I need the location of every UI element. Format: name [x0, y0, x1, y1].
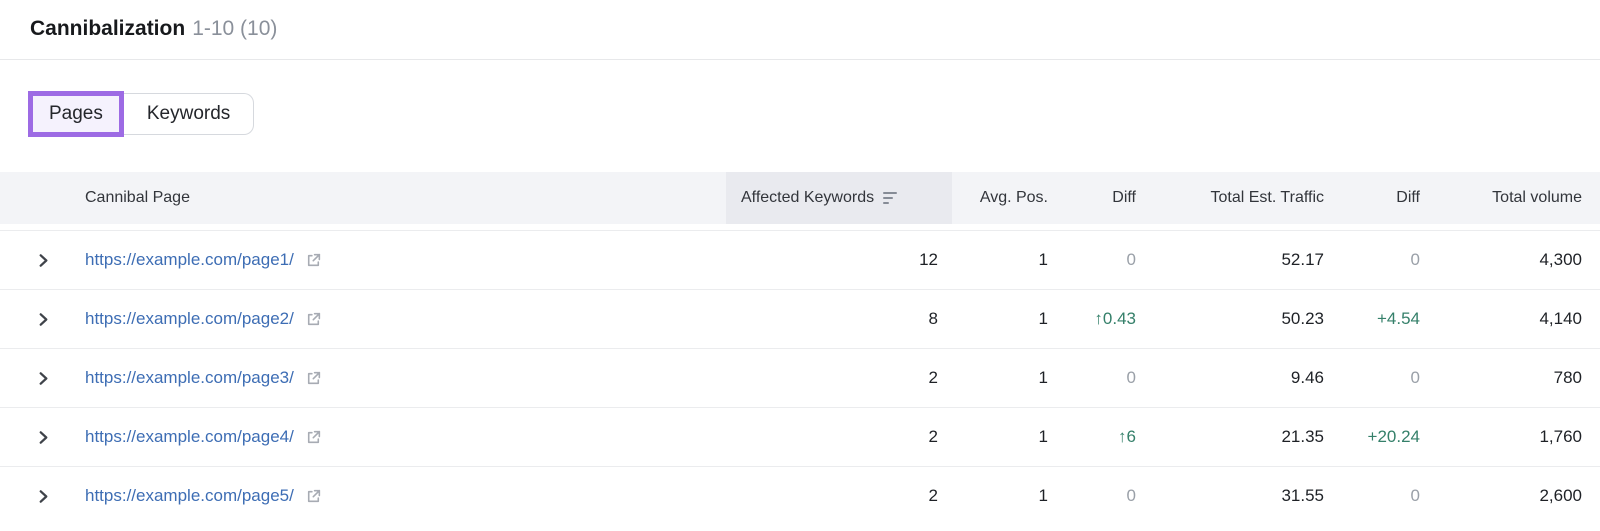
tab-keywords[interactable]: Keywords: [123, 93, 255, 135]
volume-value: 1,760: [1539, 427, 1582, 446]
avg-pos-value: 1: [1038, 368, 1048, 387]
cannibal-page-link[interactable]: https://example.com/page3/: [85, 368, 294, 387]
avg-pos-value: 1: [1038, 250, 1048, 269]
traffic-diff-value: 0: [1410, 250, 1420, 269]
traffic-diff-value: +20.24: [1367, 427, 1420, 446]
table-row: https://example.com/page4/ 2 1 ↑6 21.35 …: [0, 407, 1600, 466]
chevron-right-icon: [39, 253, 48, 267]
traffic-value: 21.35: [1281, 427, 1324, 446]
view-toggle: Pages Keywords: [28, 91, 1600, 137]
col-header-affected-keywords[interactable]: Affected Keywords: [726, 172, 952, 224]
col-header-pos-diff[interactable]: Diff: [1112, 189, 1136, 206]
affected-keywords-value: 2: [928, 486, 938, 505]
chevron-right-icon: [39, 312, 48, 326]
page-title-text: Cannibalization: [30, 17, 186, 40]
results-range: 1-10 (10): [192, 17, 278, 40]
external-link-icon[interactable]: [305, 488, 322, 505]
pos-diff-value: 0: [1126, 368, 1136, 387]
avg-pos-value: 1: [1038, 486, 1048, 505]
chevron-right-icon: [39, 430, 48, 444]
tab-pages[interactable]: Pages: [33, 96, 119, 132]
affected-keywords-value: 2: [928, 427, 938, 446]
pos-diff-value: ↑6: [1118, 427, 1136, 446]
traffic-diff-value: 0: [1410, 368, 1420, 387]
traffic-value: 50.23: [1281, 309, 1324, 328]
col-header-avg-pos[interactable]: Avg. Pos.: [979, 189, 1048, 206]
external-link-icon[interactable]: [305, 252, 322, 269]
volume-value: 2,600: [1539, 486, 1582, 505]
expand-row-button[interactable]: [36, 371, 51, 386]
volume-value: 4,140: [1539, 309, 1582, 328]
pages-tab-highlight-annotation: Pages: [28, 91, 124, 137]
expand-row-button[interactable]: [36, 430, 51, 445]
cannibal-page-link[interactable]: https://example.com/page1/: [85, 250, 294, 269]
pos-diff-value: ↑0.43: [1094, 309, 1136, 328]
volume-value: 780: [1553, 368, 1582, 387]
volume-value: 4,300: [1539, 250, 1582, 269]
pos-diff-value: 0: [1126, 486, 1136, 505]
cannibal-page-link[interactable]: https://example.com/page2/: [85, 309, 294, 328]
table-row: https://example.com/page1/ 12 1 0 52.17 …: [0, 230, 1600, 289]
table-row: https://example.com/page5/ 2 1 0 31.55 0…: [0, 466, 1600, 525]
page-title: Cannibalization 1-10 (10): [30, 16, 1600, 42]
traffic-diff-value: +4.54: [1376, 309, 1420, 328]
traffic-value: 31.55: [1281, 486, 1324, 505]
col-header-total-volume[interactable]: Total volume: [1492, 189, 1582, 206]
affected-keywords-value: 2: [928, 368, 938, 387]
expand-row-button[interactable]: [36, 312, 51, 327]
table-header-row: Cannibal Page Affected Keywords Avg. Pos…: [0, 172, 1600, 224]
table-row: https://example.com/page3/ 2 1 0 9.46 0 …: [0, 348, 1600, 407]
col-header-affected-keywords-label: Affected Keywords: [741, 189, 875, 206]
traffic-diff-value: 0: [1410, 486, 1420, 505]
chevron-right-icon: [39, 489, 48, 503]
cannibalization-table: Cannibal Page Affected Keywords Avg. Pos…: [0, 172, 1600, 525]
external-link-icon[interactable]: [305, 311, 322, 328]
chevron-right-icon: [39, 371, 48, 385]
traffic-value: 9.46: [1290, 368, 1324, 387]
col-header-cannibal-page[interactable]: Cannibal Page: [85, 189, 190, 206]
col-header-traffic-diff[interactable]: Diff: [1396, 189, 1420, 206]
col-header-total-est-traffic[interactable]: Total Est. Traffic: [1210, 189, 1324, 206]
header-divider: [0, 59, 1600, 60]
avg-pos-value: 1: [1038, 427, 1048, 446]
sort-descending-icon: [883, 191, 898, 205]
avg-pos-value: 1: [1038, 309, 1048, 328]
affected-keywords-value: 8: [928, 309, 938, 328]
external-link-icon[interactable]: [305, 370, 322, 387]
traffic-value: 52.17: [1281, 250, 1324, 269]
expand-row-button[interactable]: [36, 489, 51, 504]
cannibal-page-link[interactable]: https://example.com/page5/: [85, 486, 294, 505]
cannibal-page-link[interactable]: https://example.com/page4/: [85, 427, 294, 446]
external-link-icon[interactable]: [305, 429, 322, 446]
affected-keywords-value: 12: [919, 250, 938, 269]
table-body: https://example.com/page1/ 12 1 0 52.17 …: [0, 230, 1600, 525]
report-header: Cannibalization 1-10 (10): [0, 0, 1600, 42]
table-row: https://example.com/page2/ 8 1 ↑0.43 50.…: [0, 289, 1600, 348]
pos-diff-value: 0: [1126, 250, 1136, 269]
expand-row-button[interactable]: [36, 253, 51, 268]
